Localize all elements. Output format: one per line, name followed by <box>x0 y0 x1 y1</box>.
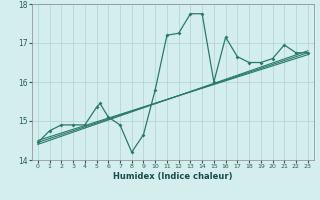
X-axis label: Humidex (Indice chaleur): Humidex (Indice chaleur) <box>113 172 233 181</box>
